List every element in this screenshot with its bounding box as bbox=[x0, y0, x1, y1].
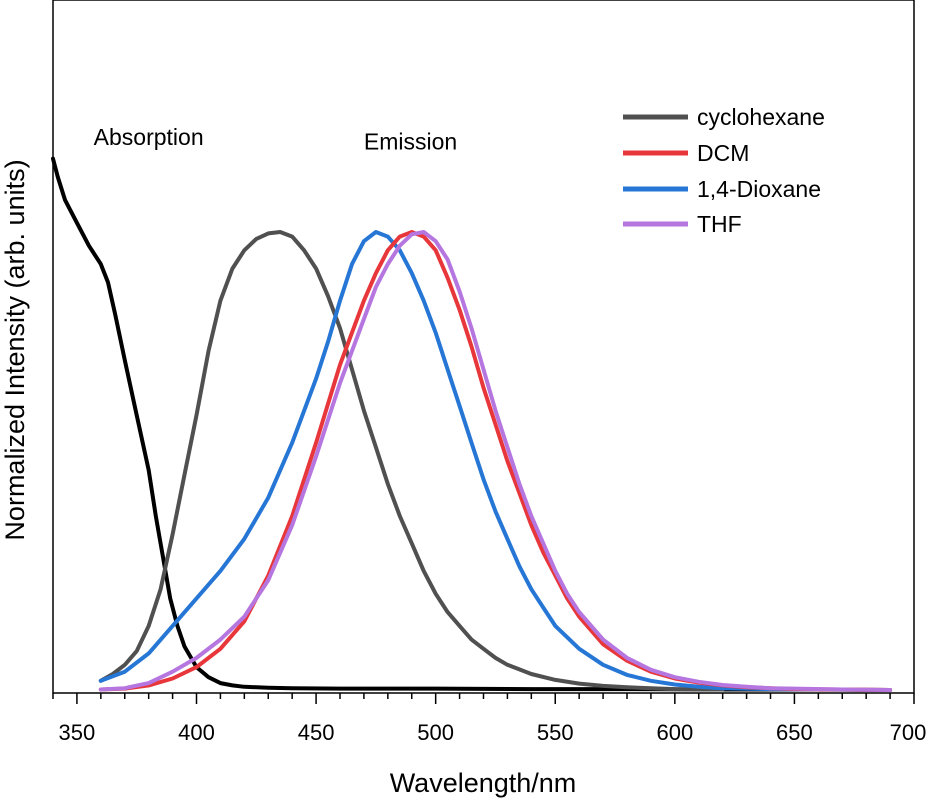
x-tick-label: 600 bbox=[656, 720, 693, 745]
legend-label-thf: THF bbox=[697, 211, 742, 237]
x-tick-label: 550 bbox=[537, 720, 574, 745]
series-line-1-4-dioxane bbox=[98, 230, 821, 692]
series-line-thf bbox=[98, 230, 893, 692]
legend: cyclohexane DCM 1,4-Dioxane THF bbox=[623, 104, 825, 237]
legend-label-dcm: DCM bbox=[697, 140, 749, 166]
annotation-absorption: Absorption bbox=[94, 124, 204, 150]
x-tick-label: 700 bbox=[890, 720, 927, 745]
x-tick-label: 350 bbox=[59, 720, 96, 745]
x-axis-title: Wavelength/nm bbox=[390, 768, 577, 798]
series-line-absorption bbox=[51, 156, 893, 692]
x-tick-label: 500 bbox=[417, 720, 454, 745]
series-layer bbox=[51, 156, 893, 692]
x-tick-label: 450 bbox=[298, 720, 335, 745]
y-axis-title: Normalized Intensity (arb. units) bbox=[0, 159, 30, 540]
annotation-emission: Emission bbox=[364, 129, 457, 155]
x-tick-label: 650 bbox=[776, 720, 813, 745]
legend-label-cyclohexane: cyclohexane bbox=[697, 104, 825, 130]
x-axis: 350 400 450 500 550 600 650 700 bbox=[52, 693, 927, 745]
series-line-cyclohexane bbox=[98, 230, 725, 692]
x-tick-label: 400 bbox=[178, 720, 215, 745]
legend-label-dioxane: 1,4-Dioxane bbox=[697, 176, 821, 202]
